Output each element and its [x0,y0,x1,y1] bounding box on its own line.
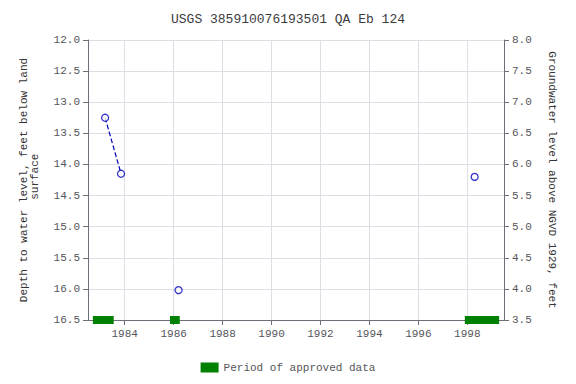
svg-text:1992: 1992 [307,328,333,340]
svg-text:1986: 1986 [160,328,186,340]
svg-text:surface: surface [29,154,41,207]
svg-text:1998: 1998 [454,328,480,340]
svg-text:14.5: 14.5 [54,190,80,202]
svg-text:1994: 1994 [356,328,383,340]
svg-text:8.0: 8.0 [512,34,532,46]
svg-text:5.0: 5.0 [512,221,532,233]
svg-text:6.0: 6.0 [512,158,532,170]
svg-text:16.0: 16.0 [54,283,80,295]
svg-text:12.5: 12.5 [54,65,80,77]
svg-text:1984: 1984 [112,328,139,340]
svg-text:4.5: 4.5 [512,252,532,264]
svg-text:1996: 1996 [405,328,431,340]
svg-text:7.5: 7.5 [512,65,532,77]
svg-text:13.0: 13.0 [54,96,80,108]
svg-text:16.5: 16.5 [54,314,80,326]
svg-text:12.0: 12.0 [54,34,80,46]
svg-text:USGS 385910076193501 QA Eb 124: USGS 385910076193501 QA Eb 124 [171,12,405,27]
svg-text:Period of approved data: Period of approved data [224,362,376,374]
svg-text:15.5: 15.5 [54,252,80,264]
svg-text:13.5: 13.5 [54,127,80,139]
svg-text:Depth to water level, feet bel: Depth to water level, feet below land [17,57,30,303]
svg-text:15.0: 15.0 [54,221,80,233]
svg-text:14.0: 14.0 [54,158,80,170]
svg-text:4.0: 4.0 [512,283,532,295]
svg-text:5.5: 5.5 [512,190,532,202]
svg-text:3.5: 3.5 [512,314,532,326]
svg-text:7.0: 7.0 [512,96,532,108]
svg-text:Groundwater level above NGVD 1: Groundwater level above NGVD 1929, feet [546,51,558,308]
svg-text:1990: 1990 [258,328,284,340]
svg-text:6.5: 6.5 [512,127,532,139]
svg-text:1988: 1988 [209,328,235,340]
